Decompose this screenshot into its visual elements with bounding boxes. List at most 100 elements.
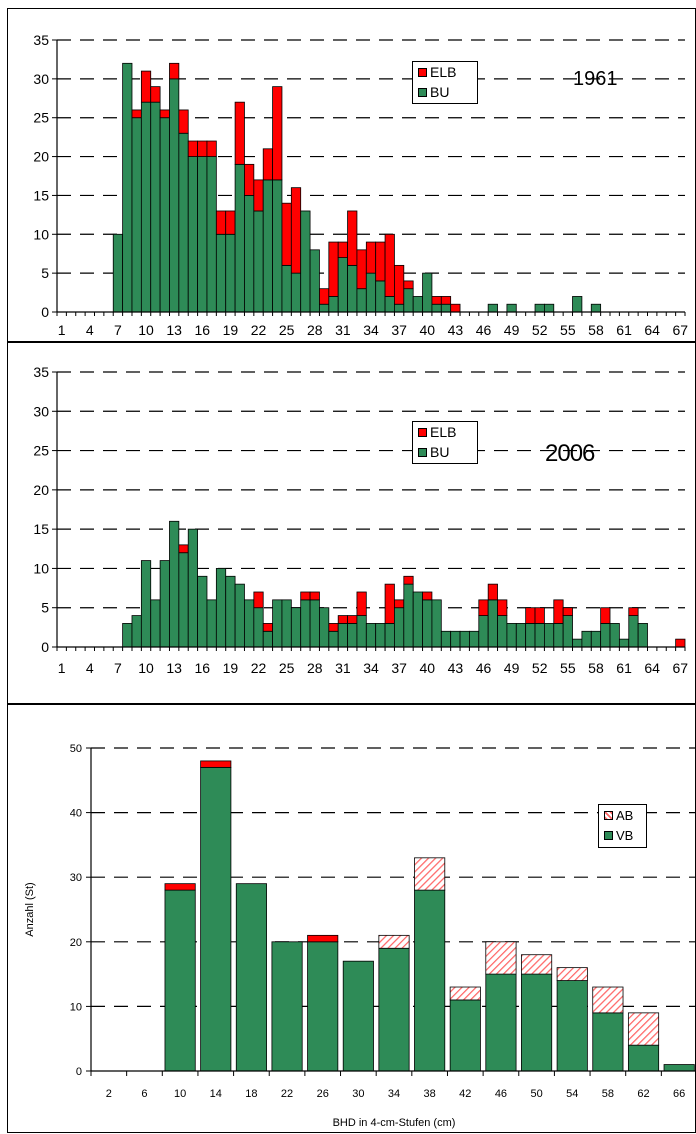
bar-bu xyxy=(431,303,442,313)
x-tick-label: 28 xyxy=(307,322,323,338)
bar-bu xyxy=(328,630,339,648)
bar-elb xyxy=(384,583,395,624)
bar-elb xyxy=(187,140,198,157)
bar-elb xyxy=(178,544,189,554)
x-tick-label: 55 xyxy=(560,322,576,338)
bar-bu xyxy=(178,552,189,648)
bar-vb xyxy=(521,973,553,1072)
bar-elb xyxy=(337,615,348,624)
bar-bu xyxy=(422,272,433,313)
x-tick-label: 2 xyxy=(106,1088,112,1100)
y-tick-label: 0 xyxy=(76,1066,82,1078)
bar-bu xyxy=(553,623,564,648)
y-tick-label: 30 xyxy=(70,872,82,884)
y-tick-label: 40 xyxy=(70,808,82,820)
bar-vb xyxy=(307,941,339,1072)
bar-elb xyxy=(600,607,611,624)
legend-item-elb: ELB xyxy=(413,62,477,82)
bar-bu xyxy=(262,179,273,313)
bar-bu xyxy=(253,210,264,313)
x-tick-label: 19 xyxy=(223,660,239,676)
bar-bu xyxy=(272,599,283,648)
legend-swatch-elb xyxy=(418,427,427,437)
bar-bu xyxy=(403,583,414,648)
x-tick-label: 16 xyxy=(194,322,210,338)
x-tick-label: 49 xyxy=(504,322,520,338)
bar-elb xyxy=(328,623,339,632)
bar-bu xyxy=(347,264,358,313)
bar-bu xyxy=(544,303,555,313)
bar-bu xyxy=(562,615,573,648)
bar-bu xyxy=(618,638,630,648)
x-tick-label: 43 xyxy=(448,660,464,676)
bar-elb xyxy=(431,296,442,305)
x-tick-label: 4 xyxy=(86,322,94,338)
bar-bu xyxy=(412,296,423,313)
bar-bu xyxy=(206,156,217,313)
x-tick-label: 22 xyxy=(281,1088,293,1100)
legend-swatch-bu xyxy=(418,87,427,97)
bar-vb xyxy=(235,883,267,1072)
bar-bu xyxy=(319,303,330,313)
bar-elb xyxy=(450,303,461,313)
bar-bu xyxy=(637,623,648,648)
bar-bu xyxy=(140,101,152,313)
y-tick-label: 15 xyxy=(33,521,49,537)
bar-vb xyxy=(200,766,232,1072)
bar-elb xyxy=(347,210,358,266)
bar-bu xyxy=(365,272,377,313)
bar-elb xyxy=(403,575,414,585)
bar-bu xyxy=(347,623,358,648)
x-tick-label: 58 xyxy=(588,322,604,338)
bar-bu xyxy=(365,623,377,648)
bar-bu xyxy=(150,101,161,313)
x-tick-label: 14 xyxy=(210,1088,222,1100)
bar-bu xyxy=(159,117,170,313)
bar-elb xyxy=(225,210,236,235)
bar-elb xyxy=(290,187,302,274)
bar-elb xyxy=(244,163,255,196)
x-tick-label: 46 xyxy=(476,660,492,676)
bar-bu xyxy=(150,599,161,648)
bar-bu xyxy=(197,156,208,313)
x-tick-label: 10 xyxy=(138,322,154,338)
bar-ab xyxy=(485,941,517,975)
bar-bu xyxy=(440,630,452,648)
bar-elb xyxy=(150,86,161,103)
bar-bu xyxy=(459,630,470,648)
legend-1961: ELB BU xyxy=(412,61,478,104)
bar-bu xyxy=(187,528,198,648)
bar-vb xyxy=(378,947,410,1072)
legend-item-vb: VB xyxy=(599,825,646,845)
bar-bu xyxy=(159,560,170,648)
bar-elb xyxy=(140,70,152,103)
y-tick-label: 10 xyxy=(70,1001,82,1013)
bar-bu xyxy=(590,303,602,313)
bar-bu xyxy=(506,303,517,313)
bar-bu xyxy=(290,272,302,313)
bar-elb xyxy=(159,109,170,119)
bar-elb xyxy=(131,109,142,119)
bar-bu xyxy=(300,210,311,313)
bar-bu xyxy=(225,575,236,648)
bar-bu xyxy=(590,630,602,648)
x-tick-label: 26 xyxy=(317,1088,329,1100)
x-tick-label: 22 xyxy=(251,322,267,338)
x-tick-label: 25 xyxy=(279,660,295,676)
chart-panel-bhd: 0 10 20 30 40 50 2 6 10 14 18 22 26 30 34 38 42 46 50 54 58 6… xyxy=(7,704,696,1133)
x-tick-label: 6 xyxy=(141,1088,147,1100)
bar-elb xyxy=(394,599,405,609)
bar-ab xyxy=(592,986,624,1014)
bar-bu xyxy=(281,264,292,313)
x-tick-label: 66 xyxy=(673,1088,685,1100)
legend-item-elb: ELB xyxy=(413,422,477,442)
y-tick-label: 35 xyxy=(33,364,49,380)
year-label-2006: 2006 xyxy=(545,440,595,467)
x-tick-label: 61 xyxy=(616,660,632,676)
legend-label-elb: ELB xyxy=(430,64,457,80)
bar-vb xyxy=(592,1012,624,1072)
bar-ab xyxy=(627,1012,660,1046)
bar-bu xyxy=(497,615,508,648)
bar-bu xyxy=(384,623,395,648)
bar-bu xyxy=(328,296,339,313)
